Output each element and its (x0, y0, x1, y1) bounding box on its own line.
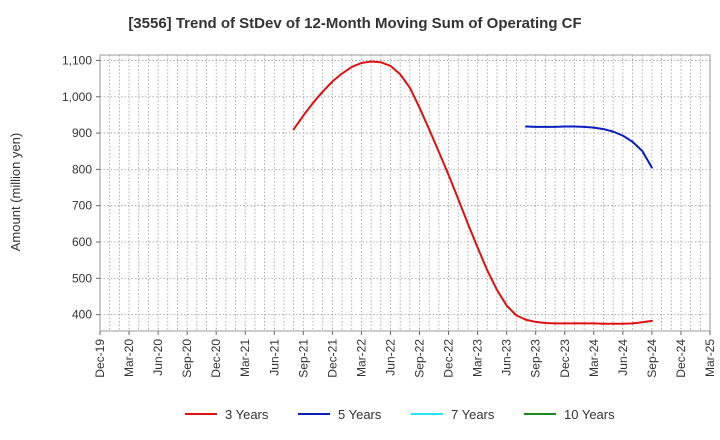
legend-label-10-years: 10 Years (564, 407, 615, 422)
y-tick-label: 1,000 (62, 90, 92, 104)
x-tick-label: Dec-20 (209, 339, 223, 378)
chart-title: [3556] Trend of StDev of 12-Month Moving… (128, 15, 581, 32)
legend-label-7-years: 7 Years (451, 407, 495, 422)
x-tick-label: Dec-23 (558, 339, 572, 378)
x-tick-label: Mar-21 (238, 339, 252, 377)
x-tick-label: Jun-20 (151, 339, 165, 376)
y-axis: 400 500 600 700 800 900 1,000 1,100 (62, 53, 100, 322)
y-tick-label: 400 (72, 308, 92, 322)
x-tick-label: Jun-23 (500, 339, 514, 376)
y-tick-label: 900 (72, 126, 92, 140)
gridlines (99, 55, 711, 331)
series-line-3-years (292, 60, 653, 325)
legend-label-3-years: 3 Years (225, 407, 269, 422)
x-tick-label: Sep-21 (296, 339, 310, 378)
x-tick-label: Sep-23 (529, 339, 543, 378)
y-tick-label: 600 (72, 235, 92, 249)
y-axis-label: Amount (million yen) (8, 133, 23, 252)
x-tick-label: Jun-24 (616, 339, 630, 376)
x-tick-label: Sep-20 (180, 339, 194, 378)
x-tick-label: Mar-23 (471, 339, 485, 377)
series-line-5-years (525, 125, 653, 169)
x-tick-label: Mar-24 (587, 339, 601, 377)
y-tick-label: 500 (72, 271, 92, 285)
x-tick-label: Dec-24 (674, 339, 688, 378)
x-tick-label: Dec-22 (442, 339, 456, 378)
x-tick-label: Sep-24 (645, 339, 659, 378)
y-tick-label: 700 (72, 199, 92, 213)
legend-label-5-years: 5 Years (338, 407, 382, 422)
y-tick-label: 1,100 (62, 53, 92, 67)
x-tick-label: Dec-19 (93, 339, 107, 378)
x-tick-label: Mar-22 (354, 339, 368, 377)
x-tick-label: Dec-21 (325, 339, 339, 378)
x-axis: Dec-19 Mar-20 Jun-20 Sep-20 Dec-20 Mar-21 Jun-… (93, 331, 717, 378)
legend: 3 Years 5 Years 7 Years 10 Years (185, 407, 615, 422)
x-tick-label: Jun-22 (383, 339, 397, 376)
x-tick-label: Mar-20 (122, 339, 136, 377)
series-lines (292, 60, 653, 325)
x-tick-label: Jun-21 (267, 339, 281, 376)
x-tick-label: Mar-25 (703, 339, 717, 377)
x-tick-label: Sep-22 (413, 339, 427, 378)
y-tick-label: 800 (72, 162, 92, 176)
plot-area (99, 54, 711, 332)
